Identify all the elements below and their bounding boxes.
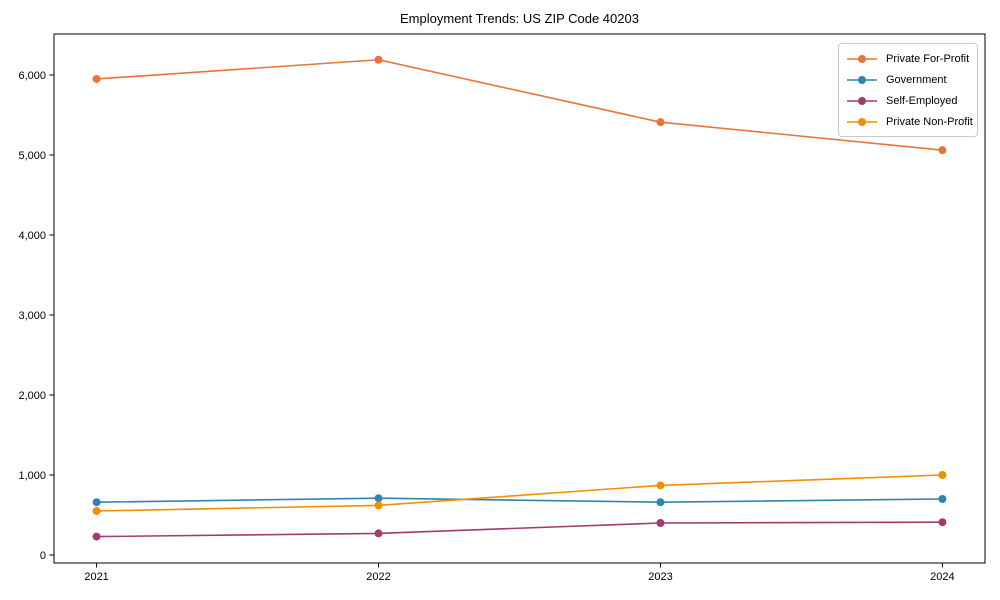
series-marker-self-employed-2022: [374, 529, 383, 538]
legend-item-government: Government: [846, 69, 970, 90]
legend-dot-private-for-profit: [858, 54, 866, 63]
y-tick-label: 0: [40, 550, 46, 562]
series-marker-government-2023: [656, 498, 665, 507]
series-marker-self-employed-2024: [938, 518, 947, 527]
series-line-private-non-profit: [96, 474, 943, 512]
series-marker-private-non-profit-2023: [656, 481, 665, 490]
legend-marker-government: [847, 75, 877, 84]
legend-item-private-for-profit: Private For-Profit: [846, 48, 970, 69]
y-tick-label: 4,000: [18, 230, 46, 242]
legend-label-private-non-profit: Private Non-Profit: [886, 115, 973, 128]
legend-marker-self-employed: [847, 96, 877, 105]
series-line-private-for-profit: [96, 58, 943, 151]
x-tick-label: 2021: [84, 571, 108, 583]
legend-label-government: Government: [886, 73, 947, 86]
series-marker-self-employed-2021: [92, 532, 101, 541]
series-marker-government-2024: [938, 494, 947, 503]
legend-item-self-employed: Self-Employed: [846, 90, 970, 111]
series-marker-private-non-profit-2021: [92, 506, 101, 515]
x-tick-label: 2022: [366, 571, 390, 583]
series-line-self-employed: [96, 521, 943, 538]
series-marker-self-employed-2023: [656, 518, 665, 527]
legend-marker-private-non-profit: [847, 117, 877, 126]
legend-marker-private-for-profit: [847, 54, 877, 63]
series-marker-government-2021: [92, 498, 101, 507]
series-marker-private-non-profit-2022: [374, 501, 383, 510]
legend-dot-self-employed: [858, 96, 866, 105]
series-marker-private-for-profit-2021: [92, 74, 101, 83]
x-tick-label: 2023: [648, 571, 672, 583]
y-tick-label: 2,000: [18, 390, 46, 402]
legend-dot-government: [858, 75, 866, 84]
legend-label-self-employed: Self-Employed: [886, 94, 958, 107]
axes-frame: [53, 33, 986, 564]
legend-dot-private-non-profit: [858, 117, 866, 126]
legend-item-private-non-profit: Private Non-Profit: [846, 111, 973, 132]
series-marker-private-for-profit-2023: [656, 118, 665, 127]
y-tick-label: 1,000: [18, 470, 46, 482]
series-marker-government-2022: [374, 494, 383, 503]
series-marker-private-non-profit-2024: [938, 470, 947, 479]
y-tick-label: 3,000: [18, 310, 46, 322]
y-tick-label: 6,000: [18, 70, 46, 82]
chart-title: Employment Trends: US ZIP Code 40203: [400, 11, 639, 26]
x-tick-label: 2024: [930, 571, 954, 583]
series-line-government: [96, 497, 943, 503]
legend: Private For-Profit Government Self-Employe…: [838, 43, 978, 137]
series-marker-private-for-profit-2022: [374, 55, 383, 64]
y-tick-label: 5,000: [18, 150, 46, 162]
series-marker-private-for-profit-2024: [938, 146, 947, 155]
legend-label-private-for-profit: Private For-Profit: [886, 52, 970, 65]
